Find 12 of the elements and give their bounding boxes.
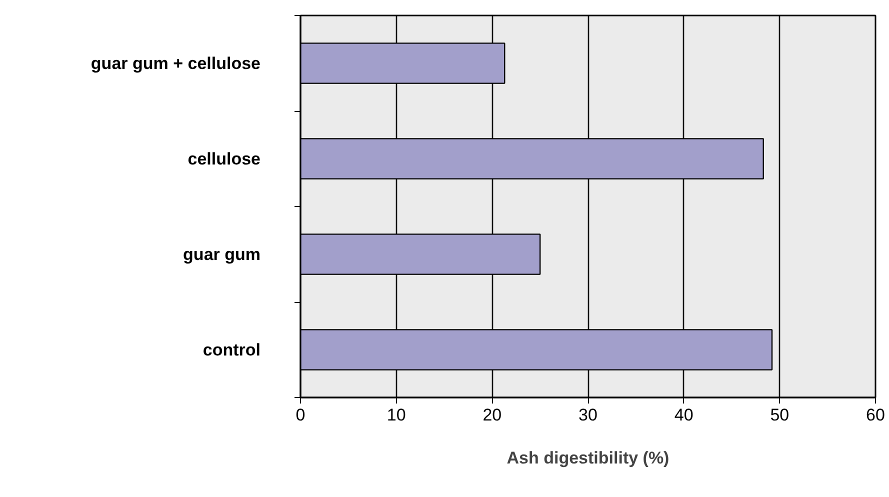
y-tick-label: cellulose (188, 149, 261, 168)
y-tick-label: control (202, 340, 260, 360)
y-tick-label: guar gum + cellulose (90, 54, 260, 73)
x-tick-label: 0 (296, 406, 306, 424)
x-tick-label: 30 (578, 406, 598, 424)
x-tick-label: 40 (674, 406, 694, 424)
x-tick-label: 20 (482, 406, 502, 424)
x-axis-title: Ash digestibility (%) (506, 448, 670, 468)
x-tick-label: 60 (866, 406, 885, 424)
x-tick-label: 10 (386, 406, 406, 424)
y-tick-label: guar gum (183, 244, 261, 264)
x-tick-label: 50 (770, 406, 790, 424)
